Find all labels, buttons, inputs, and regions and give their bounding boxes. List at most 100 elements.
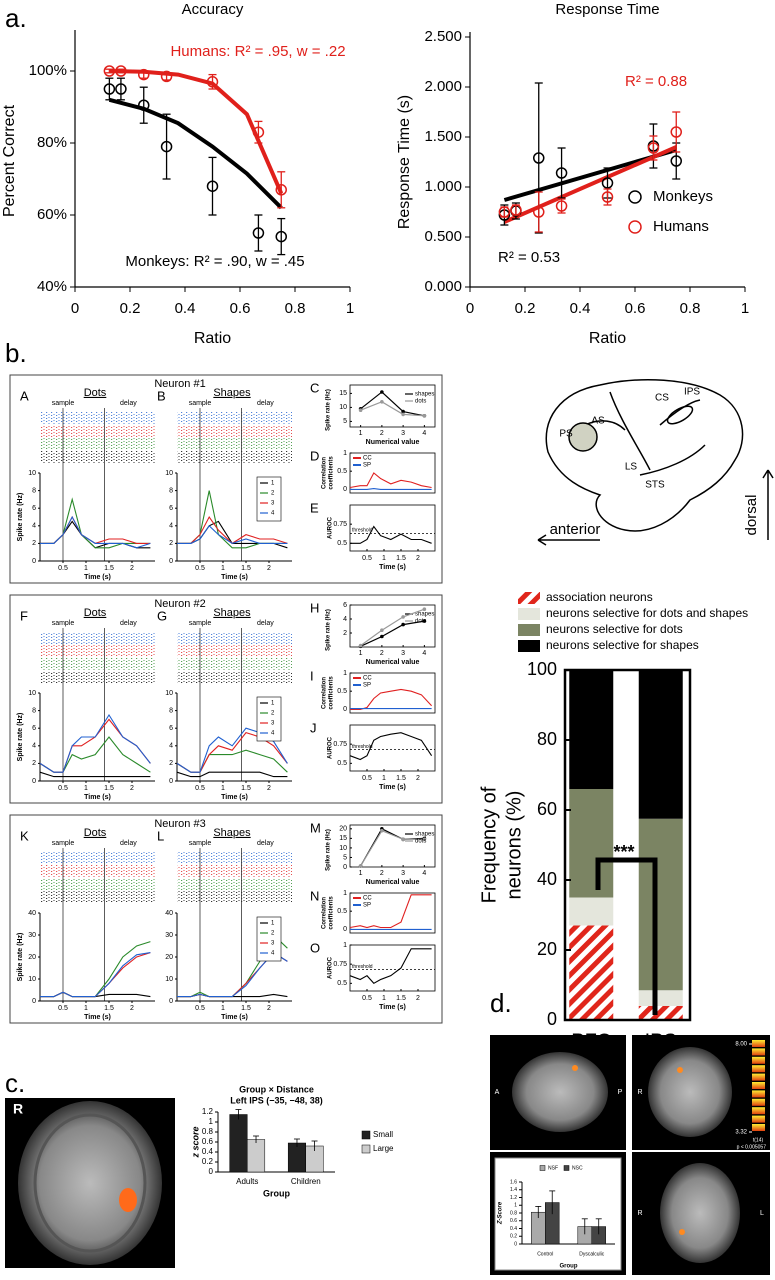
y-tick-label: 2 [32, 540, 36, 547]
colorbar-label: 3.32 [735, 1130, 747, 1136]
epoch-label: sample [189, 840, 212, 847]
x-tick-label: 0.5 [58, 1005, 68, 1012]
raster-band [40, 865, 155, 877]
tuning-line [360, 391, 425, 417]
ips-region [666, 405, 694, 425]
legend-label: dots [415, 839, 426, 845]
pfc-region [568, 422, 598, 452]
colorbar-cell [752, 1090, 765, 1098]
annotation: Monkeys: R² = .90, w = .45 [125, 253, 304, 270]
x-tick-label: 1.5 [241, 785, 251, 792]
legend-label: dots [415, 619, 426, 625]
tuning-point [380, 628, 384, 632]
y-tick-label: 1 [343, 450, 347, 457]
y-axis-label: AUROC [328, 956, 334, 979]
y-tick-label: 5 [343, 854, 347, 861]
data-point [275, 230, 287, 243]
x-tick-label: 0.5 [362, 995, 372, 1002]
y-tick-label: 0 [343, 706, 347, 713]
x-axis-label: Time (s) [84, 1014, 111, 1021]
x-tick-label: 3 [401, 430, 405, 437]
y-tick-label: 0.000 [424, 278, 462, 295]
legend-swatch [518, 624, 540, 636]
spike-trace [177, 515, 288, 545]
raster-band [40, 451, 155, 463]
x-axis-label: Group [263, 1188, 290, 1198]
y-tick-label: 0.75 [333, 741, 347, 748]
x-tick-label: 1 [382, 775, 386, 782]
colorbar-label: 8.00 [735, 1042, 747, 1048]
y-tick-label: 6 [343, 602, 347, 609]
panel-letter: E [310, 500, 319, 515]
epoch-label: delay [120, 620, 137, 627]
brain-label: LS [625, 462, 638, 473]
raster-band [177, 891, 292, 903]
threshold-label: threshold [352, 744, 373, 750]
y-tick-label: 80% [37, 134, 67, 151]
data-point [252, 227, 265, 239]
colorbar-cell [752, 1040, 765, 1047]
legend-label: 4 [271, 731, 275, 737]
y-tick-label: 0 [32, 998, 36, 1005]
epoch-label: delay [257, 840, 274, 847]
raster-band [40, 891, 155, 903]
x-axis-label: Numerical value [366, 659, 420, 666]
data-point [103, 65, 116, 77]
y-axis-label: Spike rate (Hz) [17, 493, 24, 542]
legend-swatch [361, 1130, 371, 1140]
y-axis-label: Frequency of [478, 786, 500, 903]
plot-frame [349, 604, 436, 648]
raster-band [177, 451, 292, 463]
data-point [601, 177, 614, 189]
x-tick-label: 2 [380, 650, 384, 657]
raster-band [177, 425, 292, 437]
y-axis-label: Correlation [322, 457, 328, 489]
legend-label: 4 [271, 951, 275, 957]
colorbar-cell [752, 1048, 765, 1056]
y-tick-label: 0.8 [510, 1210, 517, 1216]
legend-swatch [518, 608, 540, 620]
spike-trace [39, 736, 151, 773]
panel-letter: A [20, 388, 29, 403]
x-tick-label: 1 [382, 555, 386, 562]
x-axis-label: Time (s) [379, 1004, 406, 1011]
y-tick-label: 100% [29, 62, 67, 79]
legend-label: neurons selective for dots [546, 622, 683, 636]
bar-segment [569, 789, 614, 898]
tuning-point [380, 634, 384, 639]
annotation: *** [613, 842, 634, 862]
panel-letter: K [20, 828, 29, 843]
y-tick-label: 4 [169, 523, 173, 530]
legend-label: 3 [271, 501, 275, 507]
y-tick-label: 4 [343, 616, 347, 623]
legend-label: NSF [548, 1165, 558, 1171]
legend-swatch [539, 1165, 546, 1171]
y-tick-label: 0.6 [510, 1218, 517, 1224]
x-tick-label: 1 [221, 785, 225, 792]
legend-label: Monkeys [653, 188, 713, 205]
data-point [647, 142, 660, 154]
colorbar-stat: t(14) [753, 1137, 764, 1143]
panel-title: Neuron #1 [154, 378, 205, 390]
spike-trace [40, 952, 151, 998]
x-tick-label: 0.2 [515, 300, 536, 317]
x-tick-label: 2 [380, 430, 384, 437]
x-tick-label: 4 [422, 650, 426, 657]
x-tick-label: 1.5 [104, 1005, 114, 1012]
chart-title: Response Time [555, 1, 659, 18]
mri-brain [18, 1101, 162, 1265]
arrow [537, 534, 600, 546]
panel-title: Neuron #3 [154, 818, 205, 830]
legend-label: 2 [271, 931, 275, 937]
panel-letter: B [157, 388, 166, 403]
y-tick-label: 1 [343, 670, 347, 677]
x-tick-label: 0.6 [230, 300, 251, 317]
y-tick-label: 0.5 [337, 468, 347, 475]
y-tick-label: 20 [28, 954, 36, 961]
axis-direction: dorsal [743, 495, 760, 536]
y-axis-label: Spike rate (Hz) [326, 609, 332, 651]
epoch-label: delay [120, 840, 137, 847]
y-tick-label: 60 [537, 799, 557, 819]
brain-outline [545, 379, 744, 532]
